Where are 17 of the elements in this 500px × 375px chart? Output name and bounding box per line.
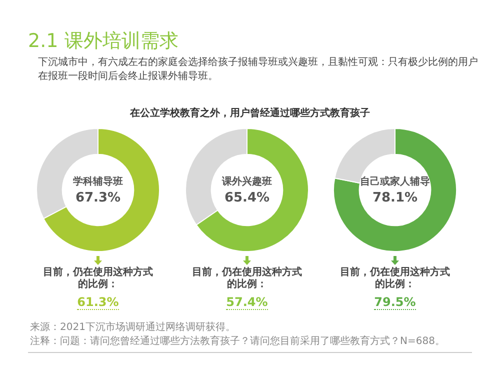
text: 下沉城市中，有六成左右的家庭会选择给孩子报辅导班或兴趣班，且黏性可观：只有极少比例的用户在报班一段时间后会终止报课外辅导班。: [38, 56, 478, 84]
text: 目前，仍在使用这种方式的比例：: [339, 267, 451, 291]
text: 在公立学校教育之外，用户曾经通过哪些方式教育孩子: [128, 106, 371, 120]
text: 注释：问题：请问您曾经通过哪些方法教育孩子？请问您目前采用了哪些教育方式？N=688。: [30, 334, 445, 348]
text: 目前，仍在使用这种方式的比例：: [42, 267, 154, 291]
text: 57.4%: [226, 295, 268, 310]
text: 目前，仍在使用这种方式的比例：: [191, 267, 303, 291]
text: 79.5%: [374, 295, 416, 310]
slice-label: 自己或家人辅导: [360, 176, 430, 188]
text: 61.3%: [77, 295, 119, 310]
source-note: 来源：2021下沉市场调研通过网络调研获得。: [30, 320, 236, 334]
data-label: 67.3%: [75, 190, 121, 206]
slice-label: 学科辅导班: [73, 176, 123, 188]
slice-label: 课外兴趣班: [221, 176, 272, 188]
data-label: 65.4%: [224, 190, 270, 206]
text: 2.1 课外培训需求: [28, 29, 178, 54]
data-label: 78.1%: [372, 190, 418, 206]
